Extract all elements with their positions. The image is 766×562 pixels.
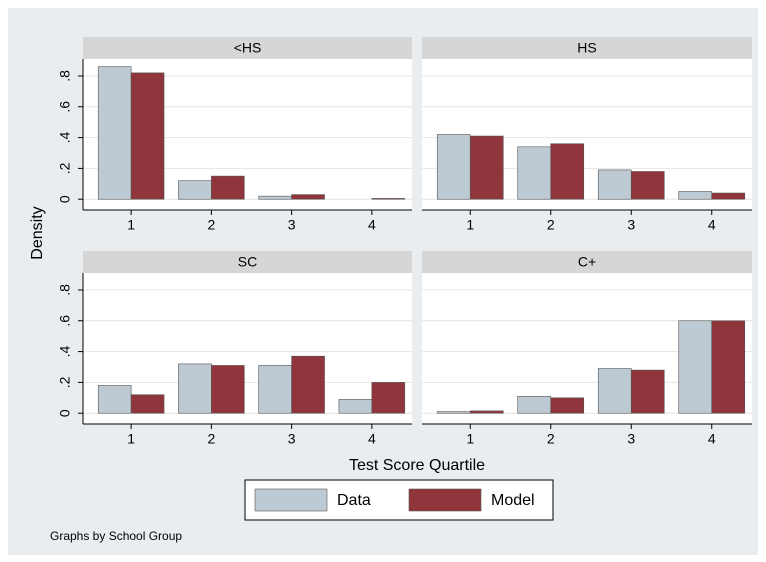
bar xyxy=(338,399,373,414)
y-tick-label: .4 xyxy=(57,132,73,144)
bar xyxy=(178,363,212,414)
x-tick-label: 4 xyxy=(708,431,716,447)
bar xyxy=(258,365,292,414)
x-tick-label: 3 xyxy=(288,431,296,447)
legend-swatch xyxy=(254,488,328,512)
panel-title: C+ xyxy=(578,254,596,270)
bar xyxy=(436,411,471,414)
bar xyxy=(630,171,665,200)
legend-label: Model xyxy=(491,492,535,509)
bar xyxy=(711,320,746,414)
panel-title: SC xyxy=(238,254,257,270)
y-tick-label: .8 xyxy=(57,284,73,296)
legend-swatch xyxy=(408,488,482,512)
y-tick-label: .8 xyxy=(57,70,73,82)
x-tick-label: 1 xyxy=(466,217,474,233)
bar xyxy=(291,194,325,200)
bar xyxy=(371,198,406,200)
bar xyxy=(469,410,504,414)
x-axis-label: Test Score Quartile xyxy=(349,457,485,474)
x-tick-label: 4 xyxy=(368,431,376,447)
bar xyxy=(550,397,585,414)
bar xyxy=(211,365,245,414)
bar xyxy=(517,395,552,414)
y-tick-label: .2 xyxy=(57,162,73,174)
panel-title: <HS xyxy=(234,40,262,56)
x-tick-label: 1 xyxy=(127,431,135,447)
y-tick-label: .4 xyxy=(57,346,73,358)
bar xyxy=(550,143,585,200)
bar xyxy=(678,191,713,200)
bar xyxy=(291,355,325,414)
panel-header xyxy=(83,37,412,59)
bar xyxy=(436,134,471,200)
x-tick-label: 4 xyxy=(368,217,376,233)
y-tick-label: .2 xyxy=(57,376,73,388)
y-tick-label: 0 xyxy=(57,195,73,203)
x-tick-label: 2 xyxy=(547,431,555,447)
bar xyxy=(258,195,292,200)
legend-label: Data xyxy=(337,492,371,509)
panel-title: HS xyxy=(577,40,596,56)
note: Graphs by School Group xyxy=(50,529,182,543)
x-tick-label: 1 xyxy=(466,431,474,447)
x-tick-label: 3 xyxy=(627,217,635,233)
x-tick-label: 1 xyxy=(127,217,135,233)
y-tick-label: 0 xyxy=(57,409,73,417)
panel-header xyxy=(83,251,412,273)
bar xyxy=(371,382,406,414)
bar xyxy=(597,169,632,200)
bar xyxy=(597,368,632,414)
panel-header xyxy=(422,37,752,59)
bar xyxy=(517,146,552,200)
bar xyxy=(630,369,665,414)
x-tick-label: 2 xyxy=(547,217,555,233)
bar xyxy=(178,180,212,200)
y-tick-label: .6 xyxy=(57,315,73,327)
bar xyxy=(97,385,132,414)
bar xyxy=(678,320,713,414)
bar xyxy=(469,135,504,200)
x-tick-label: 3 xyxy=(288,217,296,233)
y-tick-label: .6 xyxy=(57,101,73,113)
x-tick-label: 2 xyxy=(207,217,215,233)
x-tick-label: 3 xyxy=(627,431,635,447)
y-axis-label: Density xyxy=(29,206,46,259)
panel-header xyxy=(422,251,752,273)
bar xyxy=(711,192,746,200)
x-tick-label: 4 xyxy=(708,217,716,233)
bar xyxy=(130,72,165,200)
bar xyxy=(130,394,165,414)
x-tick-label: 2 xyxy=(207,431,215,447)
bar xyxy=(97,66,132,200)
bar xyxy=(211,175,245,200)
